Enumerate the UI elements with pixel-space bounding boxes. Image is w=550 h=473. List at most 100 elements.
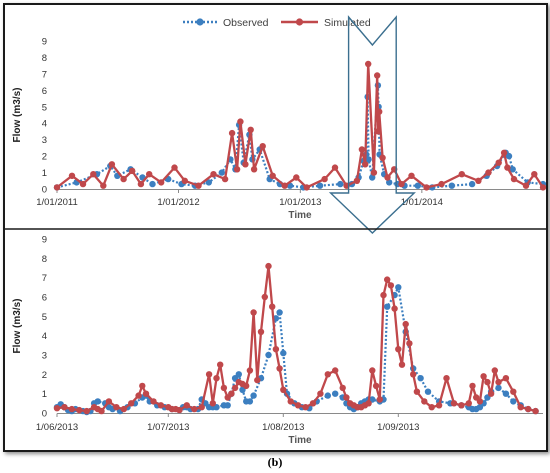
simulated-point <box>423 184 430 191</box>
y-tick-label: 0 <box>42 185 47 196</box>
x-tick-label: 1/01/2013 <box>279 197 321 208</box>
simulated-point <box>302 404 309 411</box>
y-tick-label: 8 <box>42 53 47 64</box>
simulated-point <box>475 177 482 184</box>
observed-point <box>276 309 283 316</box>
simulated-point <box>362 161 369 168</box>
y-tick-label: 1 <box>42 389 47 400</box>
simulated-point <box>98 407 105 415</box>
simulated-point <box>120 175 127 183</box>
simulated-point <box>387 282 395 289</box>
simulated-point <box>243 382 250 390</box>
simulated-point <box>250 166 258 173</box>
observed-point <box>510 398 517 405</box>
simulated-point <box>384 174 391 181</box>
y-tick-label: 1 <box>42 168 47 179</box>
observed-point <box>509 166 516 173</box>
simulated-point <box>402 320 409 328</box>
simulated-point <box>128 400 135 407</box>
observed-point <box>316 182 324 189</box>
simulated-point <box>183 402 190 409</box>
simulated-point <box>458 171 465 178</box>
simulated-point <box>150 398 157 405</box>
y-tick-label: 2 <box>42 152 47 163</box>
observed-point <box>468 180 476 188</box>
simulated-point <box>435 402 443 409</box>
simulated-point <box>228 390 235 397</box>
simulated-point <box>247 126 254 133</box>
simulated-point <box>353 177 361 184</box>
simulated-point <box>374 72 381 79</box>
simulated-point <box>465 400 472 407</box>
simulated-point <box>365 400 372 407</box>
simulated-point <box>209 400 216 407</box>
simulated-point <box>395 346 402 353</box>
simulated-point <box>539 184 547 191</box>
simulated-point <box>370 169 378 176</box>
simulated-point <box>83 407 90 415</box>
figure-frame: Observed Simulated 0 1 2 3 4 5 6 7 8 9 1/01/2011 1/01… <box>3 3 548 452</box>
simulated-point <box>146 171 153 178</box>
simulated-point <box>228 129 236 137</box>
simulated-point <box>421 398 428 405</box>
observed-point <box>448 182 455 189</box>
simulated-point <box>139 382 146 390</box>
simulated-point <box>205 371 213 378</box>
simulated-point <box>332 367 339 374</box>
y-tick-label: 9 <box>42 37 47 48</box>
simulated-point <box>135 392 142 399</box>
simulated-point <box>254 376 261 384</box>
observed-point <box>369 174 376 181</box>
simulated-point <box>410 371 417 378</box>
simulated-point <box>339 384 346 392</box>
simulated-point <box>413 388 421 395</box>
simulated-point <box>406 340 413 347</box>
legend-simulated-label: Simulated <box>324 17 371 29</box>
y-tick-label: 8 <box>42 254 47 265</box>
simulated-point <box>198 404 205 411</box>
simulated-point <box>476 398 484 405</box>
simulated-point <box>158 179 165 186</box>
simulated-point <box>525 405 532 413</box>
simulated-point <box>195 182 202 189</box>
simulated-point <box>287 398 294 405</box>
simulated-point <box>281 182 288 189</box>
simulated-point <box>379 154 386 161</box>
simulated-point <box>443 375 450 382</box>
observed-point <box>386 179 393 186</box>
observed-point <box>505 152 513 160</box>
observed-point <box>384 303 391 310</box>
simulated-point <box>398 361 406 368</box>
y-tick-label: 3 <box>42 351 47 362</box>
y-tick-label: 7 <box>42 69 47 80</box>
simulated-point <box>531 171 538 178</box>
simulated-point <box>358 146 366 153</box>
simulated-point <box>376 396 383 403</box>
observed-point <box>280 349 287 357</box>
simulated-point <box>191 405 198 413</box>
simulated-point <box>500 149 508 156</box>
observed-point <box>324 392 331 399</box>
simulated-point <box>157 402 165 409</box>
y-axis-label: Flow (m3/s) <box>12 87 23 142</box>
simulated-point <box>105 398 113 405</box>
simulated-point <box>487 390 495 397</box>
simulated-point <box>53 184 61 191</box>
legend-observed-marker <box>196 18 204 26</box>
observed-point <box>414 182 421 189</box>
simulated-point <box>469 382 476 390</box>
simulated-point <box>458 402 465 409</box>
simulated-point <box>484 378 491 386</box>
x-tick-label: 1/01/2012 <box>157 197 199 208</box>
simulated-point <box>309 400 317 407</box>
y-tick-label: 3 <box>42 135 47 146</box>
figure-canvas: Observed Simulated 0 1 2 3 4 5 6 7 8 9 1/01/2011 1/01… <box>5 15 547 446</box>
y-tick-label: 7 <box>42 273 47 284</box>
simulated-point <box>269 172 276 179</box>
x-tick-label: 1/01/2011 <box>36 197 78 208</box>
simulated-point <box>375 128 382 135</box>
simulated-point <box>210 171 217 178</box>
y-tick-label: 6 <box>42 86 47 97</box>
observed-point <box>94 398 102 405</box>
observed-point <box>235 371 242 378</box>
